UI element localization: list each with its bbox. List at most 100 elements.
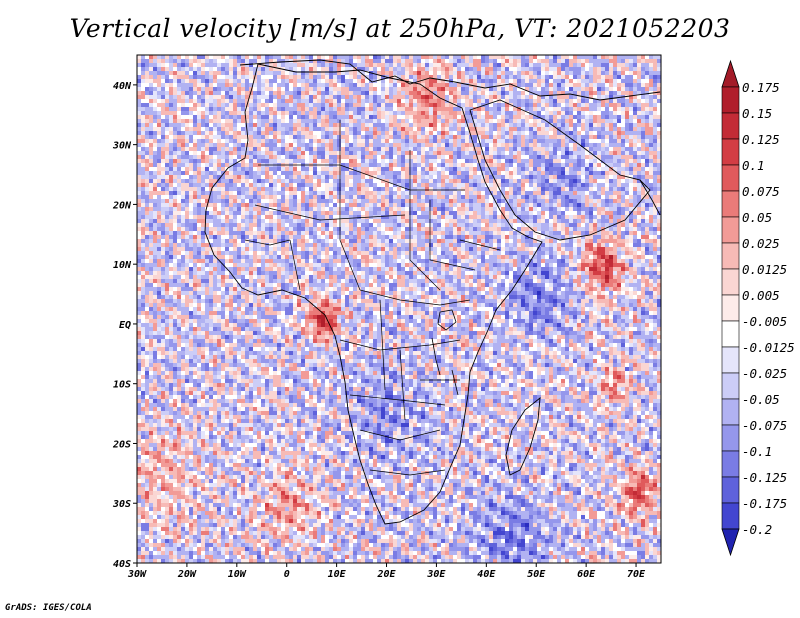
field-cell xyxy=(385,63,389,67)
field-cell xyxy=(593,71,597,75)
field-cell xyxy=(409,147,413,151)
field-cell xyxy=(545,87,549,91)
field-cell xyxy=(457,187,461,191)
field-cell xyxy=(289,203,293,207)
field-cell xyxy=(409,123,413,127)
field-cell xyxy=(477,87,481,91)
field-cell xyxy=(169,187,173,191)
field-cell xyxy=(657,103,661,107)
field-cell xyxy=(317,203,321,207)
field-cell xyxy=(457,79,461,83)
field-cell xyxy=(397,175,401,179)
field-cell xyxy=(485,151,489,155)
field-cell xyxy=(393,99,397,103)
field-cell xyxy=(397,79,401,83)
field-cell xyxy=(573,203,577,207)
field-cell xyxy=(305,155,309,159)
field-cell xyxy=(165,111,169,115)
field-cell xyxy=(573,159,577,163)
field-cell xyxy=(265,55,269,59)
field-cell xyxy=(497,83,501,87)
field-cell xyxy=(209,207,213,211)
field-cell xyxy=(157,99,161,103)
field-cell xyxy=(153,67,157,71)
field-cell xyxy=(517,63,521,67)
field-cell xyxy=(153,203,157,207)
field-cell xyxy=(597,179,601,183)
field-cell xyxy=(457,139,461,143)
field-cell xyxy=(257,171,261,175)
field-cell xyxy=(609,127,613,131)
field-cell xyxy=(613,103,617,107)
field-cell xyxy=(229,59,233,63)
field-cell xyxy=(137,95,141,99)
field-cell xyxy=(345,87,349,91)
field-cell xyxy=(593,179,597,183)
field-cell xyxy=(517,195,521,199)
field-cell xyxy=(461,135,465,139)
field-cell xyxy=(249,195,253,199)
field-cell xyxy=(429,195,433,199)
field-cell xyxy=(589,155,593,159)
field-cell xyxy=(337,179,341,183)
field-cell xyxy=(261,171,265,175)
field-cell xyxy=(657,55,661,59)
field-cell xyxy=(509,59,513,63)
field-cell xyxy=(521,79,525,83)
field-cell xyxy=(605,107,609,111)
field-cell xyxy=(493,71,497,75)
field-cell xyxy=(289,191,293,195)
field-cell xyxy=(529,103,533,107)
field-cell xyxy=(525,191,529,195)
field-cell xyxy=(617,103,621,107)
field-cell xyxy=(353,199,357,203)
field-cell xyxy=(465,139,469,143)
field-cell xyxy=(337,183,341,187)
field-cell xyxy=(497,199,501,203)
field-cell xyxy=(169,79,173,83)
field-cell xyxy=(633,167,637,171)
field-cell xyxy=(461,83,465,87)
field-cell xyxy=(565,187,569,191)
field-cell xyxy=(209,203,213,207)
field-cell xyxy=(241,131,245,135)
field-cell xyxy=(605,159,609,163)
field-cell xyxy=(337,67,341,71)
field-cell xyxy=(653,179,657,183)
field-cell xyxy=(621,163,625,167)
field-cell xyxy=(449,183,453,187)
field-cell xyxy=(653,151,657,155)
field-cell xyxy=(201,143,205,147)
field-cell xyxy=(353,143,357,147)
field-cell xyxy=(369,83,373,87)
field-cell xyxy=(341,83,345,87)
field-cell xyxy=(393,163,397,167)
field-cell xyxy=(437,63,441,67)
field-cell xyxy=(189,111,193,115)
field-cell xyxy=(537,107,541,111)
field-cell xyxy=(221,147,225,151)
field-cell xyxy=(329,139,333,143)
field-cell xyxy=(197,159,201,163)
field-cell xyxy=(641,171,645,175)
field-cell xyxy=(533,103,537,107)
field-cell xyxy=(429,59,433,63)
field-cell xyxy=(261,123,265,127)
field-cell xyxy=(217,175,221,179)
field-cell xyxy=(181,155,185,159)
field-cell xyxy=(573,143,577,147)
field-cell xyxy=(141,103,145,107)
field-cell xyxy=(257,191,261,195)
field-cell xyxy=(469,71,473,75)
field-cell xyxy=(385,203,389,207)
field-cell xyxy=(137,63,141,67)
field-cell xyxy=(553,95,557,99)
field-cell xyxy=(421,59,425,63)
field-cell xyxy=(509,167,513,171)
field-cell xyxy=(213,203,217,207)
field-cell xyxy=(261,143,265,147)
field-cell xyxy=(605,115,609,119)
field-cell xyxy=(649,135,653,139)
field-cell xyxy=(593,79,597,83)
field-cell xyxy=(513,167,517,171)
